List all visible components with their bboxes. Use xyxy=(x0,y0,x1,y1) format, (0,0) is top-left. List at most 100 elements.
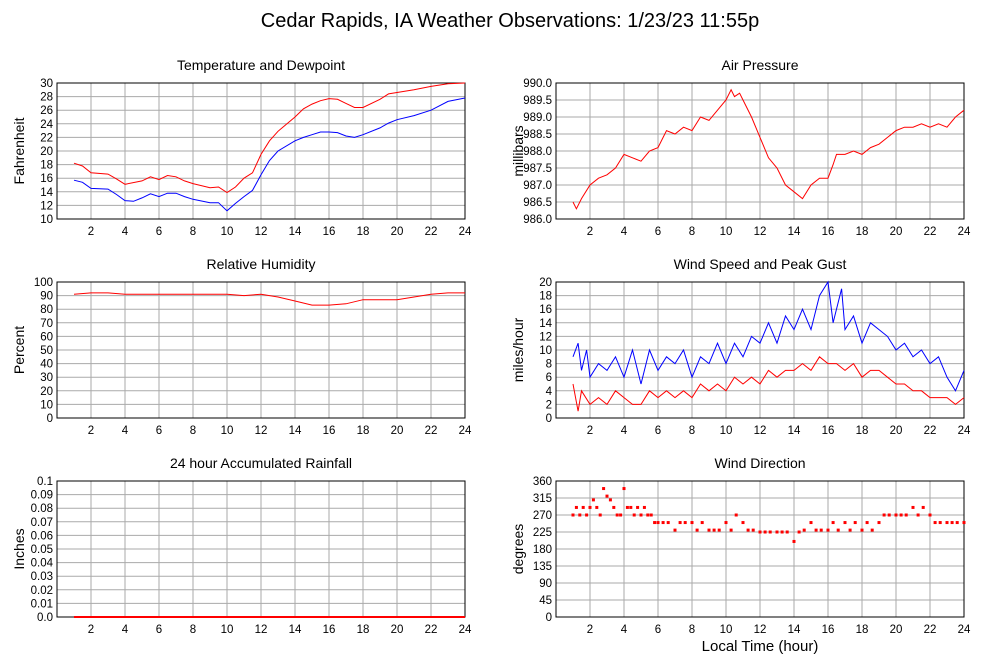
temp-xtick-label: 22 xyxy=(425,226,438,238)
humidity-series-red-line xyxy=(73,292,465,306)
direction-point xyxy=(882,513,886,517)
direction-point xyxy=(646,513,650,517)
direction-ytick-label: 225 xyxy=(533,527,552,539)
direction-xtick-label: 8 xyxy=(689,624,695,636)
direction-point xyxy=(899,513,903,517)
direction-xtick-label: 14 xyxy=(788,624,801,636)
direction-point xyxy=(574,505,578,509)
pressure-ytick-label: 989.0 xyxy=(523,112,552,124)
direction-point xyxy=(695,528,699,532)
direction-point xyxy=(581,505,585,509)
pressure-xtick-label: 22 xyxy=(924,226,937,238)
direction-ylabel: degrees xyxy=(510,524,526,575)
direction-point xyxy=(666,521,670,525)
temp-xtick-label: 20 xyxy=(391,226,404,238)
direction-point xyxy=(950,521,954,525)
wind-ytick-label: 20 xyxy=(539,277,552,289)
direction-point xyxy=(632,513,636,517)
direction-point xyxy=(741,521,745,525)
wind-ytick-label: 8 xyxy=(546,359,552,371)
direction-point xyxy=(578,513,582,517)
humidity-ytick-label: 10 xyxy=(40,399,53,411)
direction-title: Wind Direction xyxy=(714,455,805,471)
pressure-ytick-label: 990.0 xyxy=(523,78,552,90)
rain-ytick-label: 0.05 xyxy=(31,544,53,556)
pressure-xtick-label: 16 xyxy=(822,226,835,238)
rain-xtick-label: 8 xyxy=(190,624,196,636)
pressure-xtick-label: 12 xyxy=(754,226,767,238)
direction-ytick-label: 135 xyxy=(533,561,552,573)
direction-point xyxy=(763,530,767,534)
direction-point xyxy=(826,528,830,532)
wind-xtick-label: 6 xyxy=(655,425,661,437)
direction-point xyxy=(712,528,716,532)
direction-point xyxy=(945,521,949,525)
temp-series-blue-line xyxy=(73,97,466,212)
direction-point xyxy=(921,505,925,509)
direction-point xyxy=(639,513,643,517)
temp-ytick-label: 24 xyxy=(40,119,53,131)
temp-ytick-label: 10 xyxy=(40,214,53,226)
pressure-xtick-label: 10 xyxy=(720,226,733,238)
pressure-ytick-label: 986.5 xyxy=(523,197,552,209)
direction-ytick-label: 270 xyxy=(533,510,552,522)
temp-xtick-label: 8 xyxy=(190,226,196,238)
rain-ytick-label: 0.08 xyxy=(31,503,53,515)
rain-title: 24 hour Accumulated Rainfall xyxy=(170,455,352,471)
pressure-ytick-label: 988.5 xyxy=(523,129,552,141)
humidity-xtick-label: 14 xyxy=(289,425,302,437)
direction-point xyxy=(775,530,779,534)
direction-point xyxy=(734,513,738,517)
pressure-xtick-label: 18 xyxy=(856,226,869,238)
pressure-ytick-label: 986.0 xyxy=(523,214,552,226)
direction-point xyxy=(615,513,619,517)
humidity-xtick-label: 2 xyxy=(88,425,94,437)
direction-xtick-label: 20 xyxy=(890,624,903,636)
direction-plot-frame xyxy=(555,480,965,618)
direction-point xyxy=(751,528,755,532)
temp-ytick-label: 26 xyxy=(40,105,53,117)
direction-point xyxy=(636,505,640,509)
temp-ytick-label: 28 xyxy=(40,92,53,104)
rain-ytick-label: 0.09 xyxy=(31,490,53,502)
direction-point xyxy=(598,513,602,517)
direction-ytick-label: 45 xyxy=(539,595,552,607)
direction-point xyxy=(865,521,869,525)
humidity-ytick-label: 70 xyxy=(40,318,53,330)
direction-point xyxy=(911,505,915,509)
rain-ytick-label: 0.1 xyxy=(37,476,53,488)
pressure-ytick-label: 988.0 xyxy=(523,146,552,158)
humidity-xtick-label: 4 xyxy=(122,425,129,437)
direction-point xyxy=(802,528,806,532)
temp-xtick-label: 24 xyxy=(459,226,472,238)
wind-xtick-label: 8 xyxy=(689,425,695,437)
wind-xtick-label: 4 xyxy=(621,425,628,437)
wind-xtick-label: 24 xyxy=(958,425,971,437)
direction-point xyxy=(724,521,728,525)
direction-point xyxy=(797,530,801,534)
wind-xtick-label: 16 xyxy=(822,425,835,437)
humidity-ytick-label: 60 xyxy=(40,331,53,343)
pressure-xtick-label: 24 xyxy=(958,226,971,238)
direction-xtick-label: 2 xyxy=(587,624,593,636)
rain-ytick-label: 0.06 xyxy=(31,530,53,542)
pressure-xtick-label: 6 xyxy=(655,226,661,238)
direction-point xyxy=(673,528,677,532)
rain-xtick-label: 6 xyxy=(156,624,162,636)
rain-ytick-label: 0.02 xyxy=(31,585,53,597)
direction-point xyxy=(860,528,864,532)
humidity-xtick-label: 6 xyxy=(156,425,162,437)
rain-xtick-label: 10 xyxy=(221,624,234,636)
wind-xtick-label: 12 xyxy=(754,425,767,437)
temp-xtick-label: 16 xyxy=(323,226,336,238)
humidity-ytick-label: 20 xyxy=(40,386,53,398)
humidity-ytick-label: 40 xyxy=(40,359,53,371)
wind-ytick-label: 18 xyxy=(539,291,552,303)
temp-xtick-label: 14 xyxy=(289,226,302,238)
rain-ytick-label: 0.03 xyxy=(31,571,53,583)
